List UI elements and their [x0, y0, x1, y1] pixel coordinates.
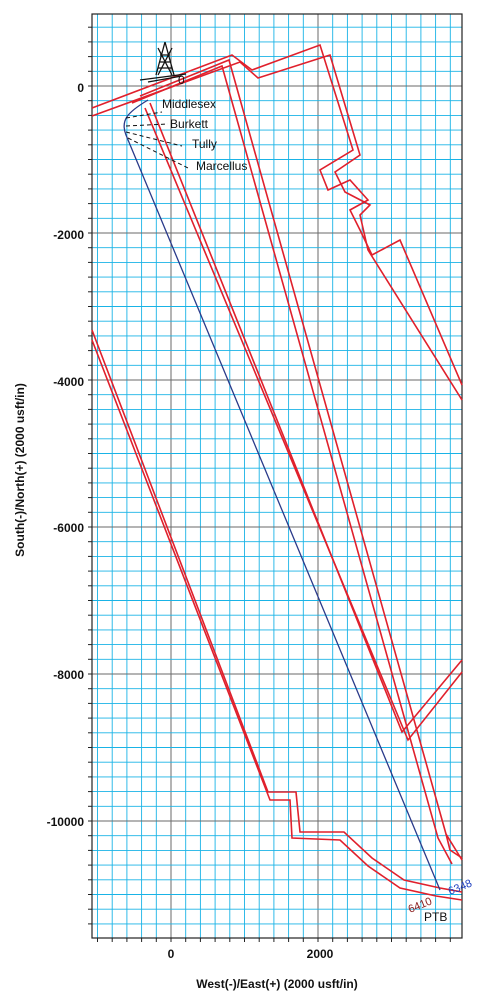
plot-area	[92, 14, 462, 938]
formation-markers	[125, 111, 189, 169]
inner-boundary-mid-2	[149, 102, 463, 734]
surface-label: 0	[178, 73, 185, 87]
outer-boundary-north-inner	[91, 53, 463, 401]
drilling-rig-icon	[139, 41, 187, 83]
formation-line-burkett	[125, 123, 169, 127]
inner-boundary-right	[139, 58, 463, 861]
plot-border	[91, 13, 463, 939]
axis-ticks	[88, 26, 451, 942]
x-tick-label: 2000	[307, 947, 334, 961]
formation-label-middlesex: Middlesex	[162, 97, 216, 111]
formation-label-burkett: Burkett	[170, 117, 209, 131]
formation-line-tully	[125, 131, 183, 147]
y-tick-label: -2000	[53, 228, 84, 242]
outer-boundary-east	[445, 833, 463, 859]
y-tick-label: 0	[77, 81, 84, 95]
formation-label-tully: Tully	[192, 137, 217, 151]
x-tick-label: 0	[168, 947, 175, 961]
x-axis-title: West(-)/East(+) (2000 usft/in)	[196, 977, 357, 991]
y-tick-label: -10000	[47, 815, 85, 829]
outer-boundary-west-inner	[91, 339, 463, 901]
formation-line-middlesex	[125, 111, 163, 119]
y-tick-label: -4000	[53, 375, 84, 389]
inner-boundary-mid	[144, 107, 463, 742]
y-tick-label: -8000	[53, 668, 84, 682]
end-label-ptb: PTB	[424, 910, 447, 924]
outer-boundary-west	[91, 329, 463, 893]
y-tick-label: -6000	[53, 521, 84, 535]
formation-label-marcellus: Marcellus	[196, 159, 247, 173]
y-axis-title: South(-)/North(+) (2000 usft/in)	[13, 383, 27, 557]
lease-boundaries	[91, 43, 463, 901]
outer-boundary-north	[91, 43, 463, 386]
